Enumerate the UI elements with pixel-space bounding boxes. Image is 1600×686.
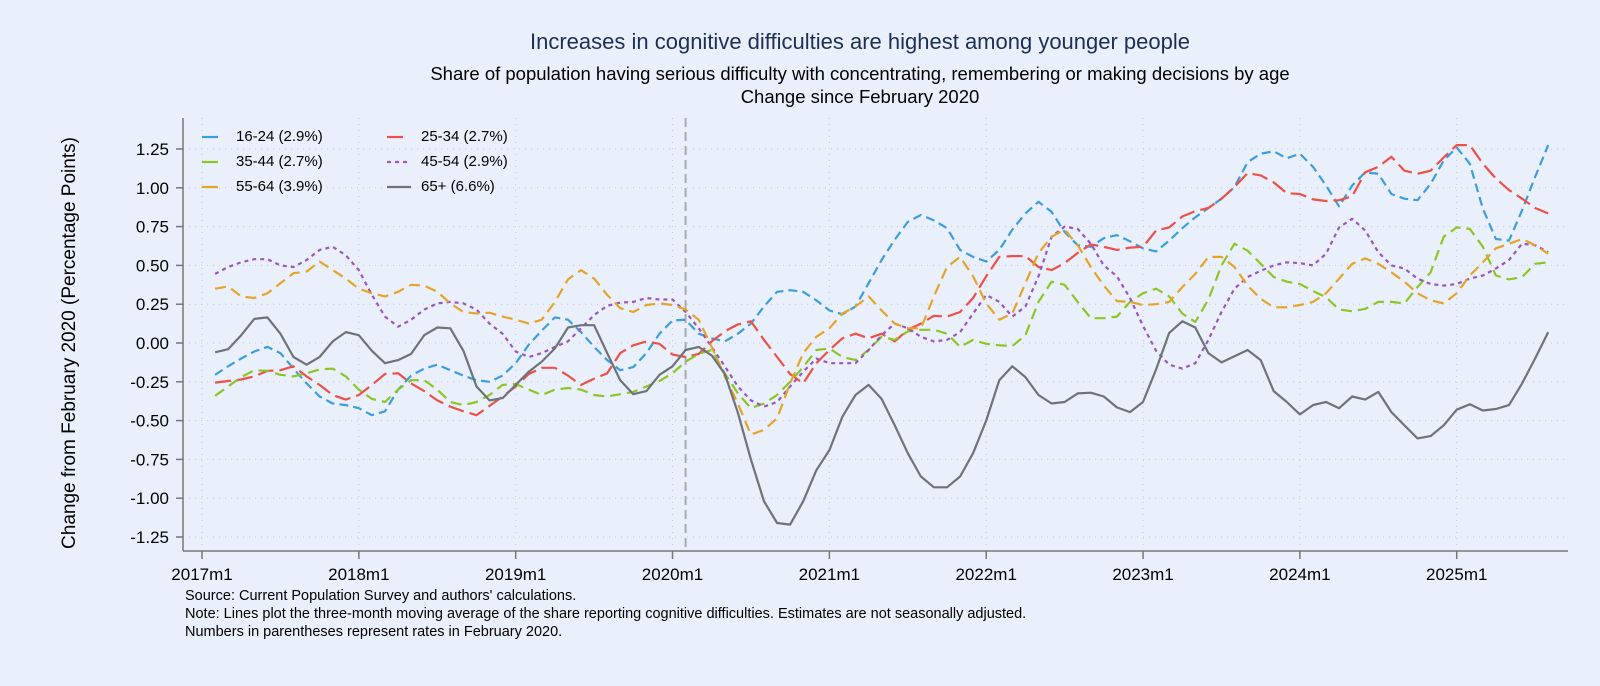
y-tick-label: -0.25	[130, 373, 169, 392]
legend-swatch-icon	[387, 135, 411, 138]
legend-item: 45-54 (2.9%)	[385, 153, 508, 170]
series-line-55-64	[214, 228, 1549, 436]
source-note: Source: Current Population Survey and au…	[185, 588, 577, 604]
legend-swatch-icon	[202, 160, 226, 163]
y-tick-label: -0.50	[130, 412, 169, 431]
y-tick-label: -1.00	[130, 489, 169, 508]
series-line-16-24	[214, 144, 1550, 417]
legend-item: 35-44 (2.7%)	[200, 153, 323, 170]
legend-label: 25-34 (2.7%)	[421, 128, 508, 145]
series-line-65plus	[214, 316, 1550, 526]
legend-swatch-icon	[202, 185, 226, 188]
legend-item: 16-24 (2.9%)	[200, 128, 323, 145]
x-tick-label: 2020m1	[642, 565, 703, 584]
x-tick-label: 2023m1	[1112, 565, 1173, 584]
series-line-45-54	[214, 217, 1549, 408]
y-tick-label: 0.75	[136, 218, 169, 237]
x-tick-label: 2025m1	[1426, 565, 1487, 584]
y-tick-label: 0.50	[136, 256, 169, 275]
legend-label: 45-54 (2.9%)	[421, 153, 508, 170]
x-tick-label: 2022m1	[955, 565, 1016, 584]
legend-item: 25-34 (2.7%)	[385, 128, 508, 145]
x-tick-label: 2019m1	[485, 565, 546, 584]
legend-label: 55-64 (3.9%)	[236, 178, 323, 195]
chart-subtitle: Share of population having serious diffi…	[430, 63, 1290, 84]
y-tick-label: -0.75	[130, 450, 169, 469]
chart-title: Increases in cognitive difficulties are …	[530, 29, 1190, 54]
x-tick-label: 2024m1	[1269, 565, 1330, 584]
x-tick-label: 2018m1	[328, 565, 389, 584]
legend-item: 55-64 (3.9%)	[200, 178, 323, 195]
legend-label: 35-44 (2.7%)	[236, 153, 323, 170]
y-tick-label: 0.25	[136, 295, 169, 314]
series-line-35-44	[214, 226, 1549, 410]
x-tick-label: 2021m1	[799, 565, 860, 584]
chart-subtitle-2: Change since February 2020	[740, 86, 980, 107]
parentheses-note: Numbers in parentheses represent rates i…	[185, 624, 563, 640]
legend-swatch-icon	[387, 185, 411, 188]
footnotes: Source: Current Population Survey and au…	[185, 587, 1026, 641]
legend-item: 65+ (6.6%)	[385, 178, 495, 195]
y-tick-label: 1.00	[136, 179, 169, 198]
legend-swatch-icon	[387, 160, 411, 163]
y-tick-label: 0.00	[136, 334, 169, 353]
y-tick-label: 1.25	[136, 140, 169, 159]
y-tick-label: -1.25	[130, 528, 169, 547]
legend-label: 16-24 (2.9%)	[236, 128, 323, 145]
legend-swatch-icon	[202, 135, 226, 138]
x-tick-label: 2017m1	[171, 565, 232, 584]
series-line-25-34	[214, 144, 1549, 417]
method-note: Note: Lines plot the three-month moving …	[185, 606, 1027, 622]
legend-label: 65+ (6.6%)	[421, 178, 495, 195]
